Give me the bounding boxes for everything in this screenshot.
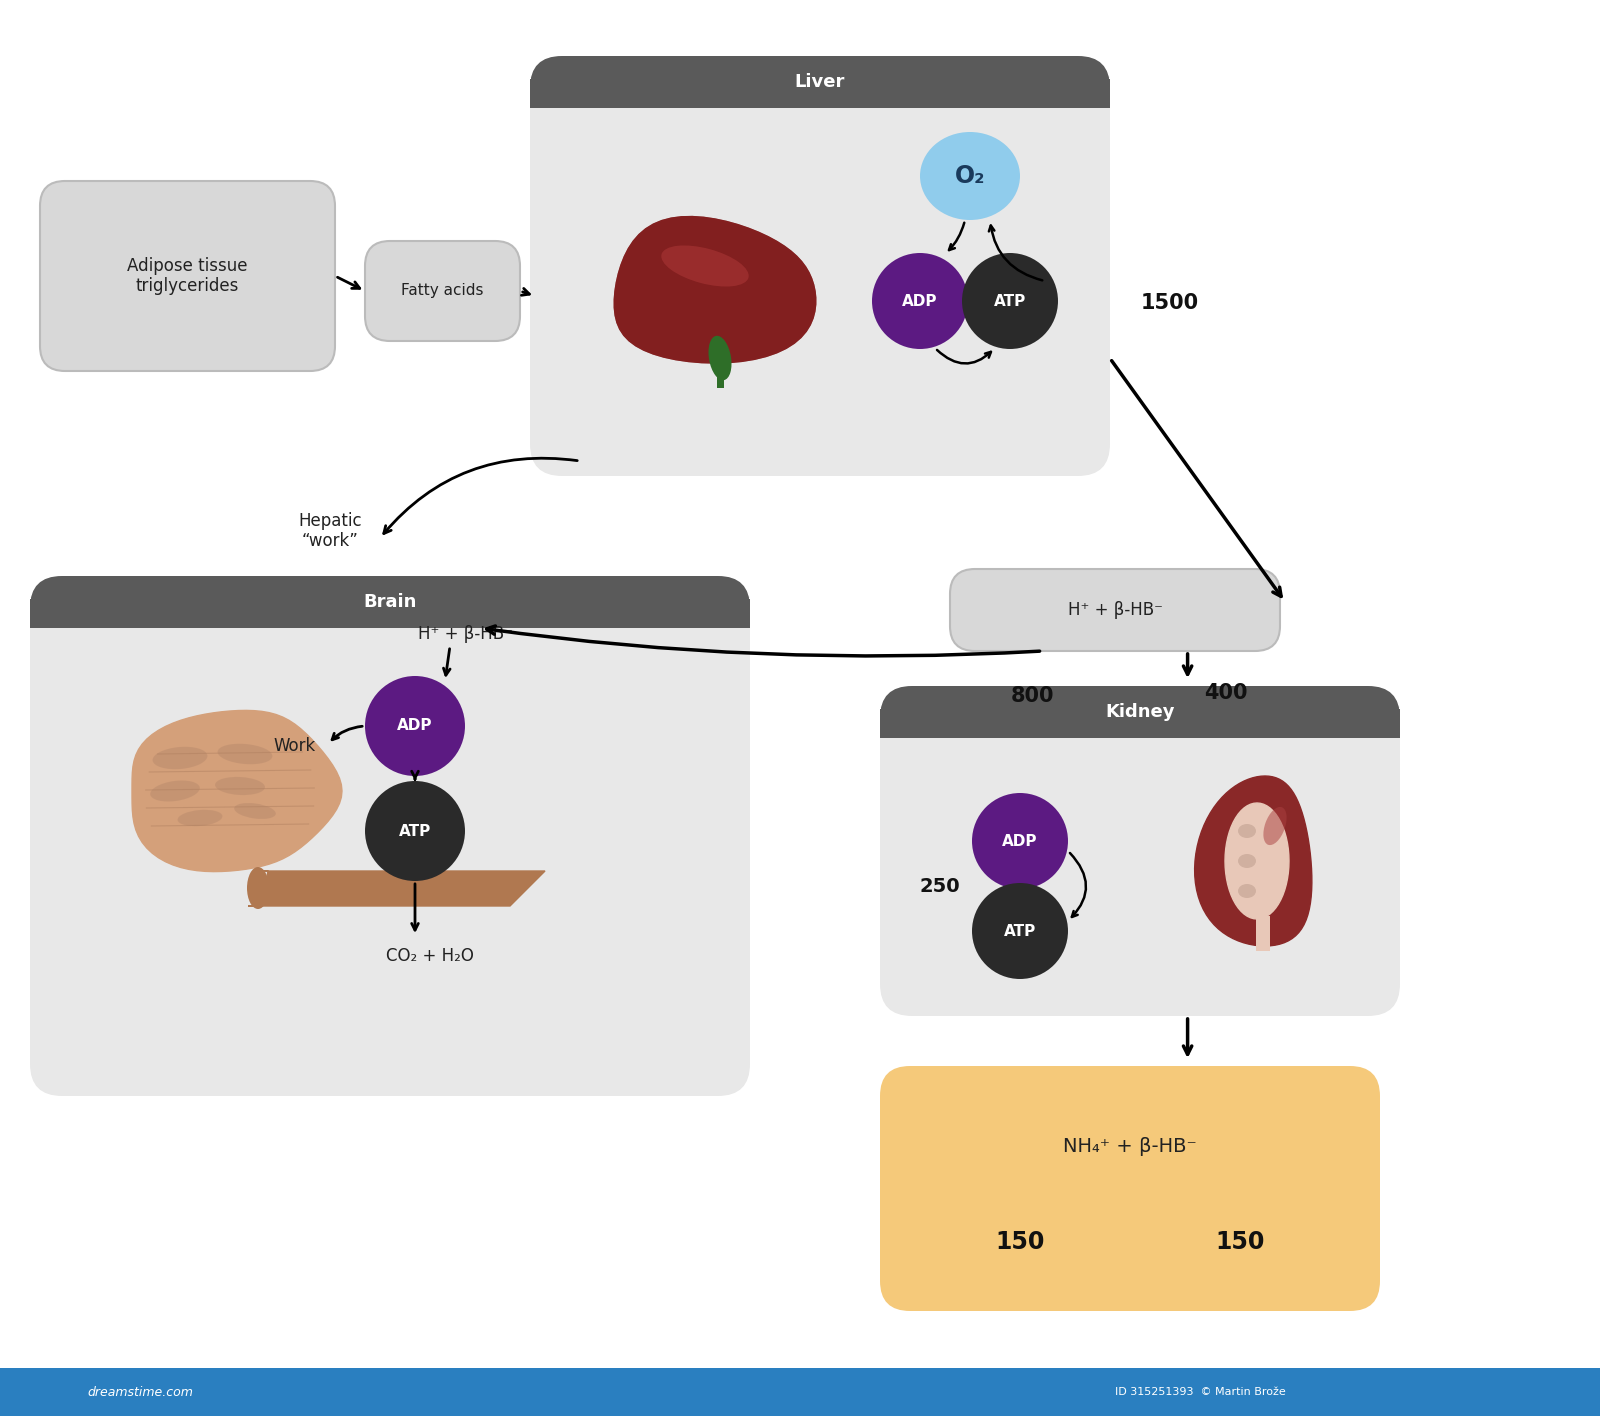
Text: 250: 250	[920, 877, 960, 895]
Bar	[530, 79, 1110, 108]
Ellipse shape	[709, 336, 731, 381]
FancyBboxPatch shape	[530, 57, 1110, 476]
Text: Kidney: Kidney	[1106, 702, 1174, 721]
Text: ID 315251393  © Martin Brože: ID 315251393 © Martin Brože	[1115, 1388, 1285, 1398]
Text: ATP: ATP	[1003, 923, 1037, 939]
FancyBboxPatch shape	[30, 576, 750, 1096]
Text: ADP: ADP	[397, 718, 432, 733]
Ellipse shape	[1238, 884, 1256, 898]
Text: Liver: Liver	[795, 74, 845, 91]
Polygon shape	[248, 871, 546, 906]
Circle shape	[962, 253, 1058, 348]
Bar	[0, 1368, 1600, 1416]
Ellipse shape	[661, 245, 749, 286]
Ellipse shape	[178, 810, 222, 826]
Ellipse shape	[1264, 807, 1286, 845]
Circle shape	[872, 253, 968, 348]
FancyBboxPatch shape	[950, 569, 1280, 651]
Text: H⁺ + β-HB⁻: H⁺ + β-HB⁻	[1067, 600, 1163, 619]
FancyBboxPatch shape	[365, 241, 520, 341]
FancyBboxPatch shape	[880, 685, 1400, 738]
Circle shape	[971, 793, 1069, 889]
Text: ATP: ATP	[994, 293, 1026, 309]
Ellipse shape	[234, 803, 275, 818]
Text: 150: 150	[995, 1231, 1045, 1255]
Polygon shape	[1195, 776, 1312, 946]
Polygon shape	[614, 217, 816, 362]
Text: dreamstime.com: dreamstime.com	[86, 1385, 194, 1399]
Bar	[880, 709, 1400, 738]
Circle shape	[365, 675, 466, 776]
Polygon shape	[1226, 803, 1290, 919]
Text: 400: 400	[1203, 683, 1248, 702]
Text: Adipose tissue
triglycerides: Adipose tissue triglycerides	[126, 256, 248, 296]
Text: ADP: ADP	[902, 293, 938, 309]
FancyBboxPatch shape	[880, 1066, 1379, 1311]
Text: ADP: ADP	[1002, 834, 1038, 848]
FancyBboxPatch shape	[30, 576, 750, 629]
Text: O₂: O₂	[955, 164, 986, 188]
Ellipse shape	[246, 867, 269, 909]
Ellipse shape	[150, 780, 200, 801]
Ellipse shape	[1238, 824, 1256, 838]
Bar	[1256, 916, 1270, 952]
Text: CO₂ + H₂O: CO₂ + H₂O	[386, 947, 474, 964]
Ellipse shape	[152, 746, 208, 769]
Polygon shape	[131, 711, 342, 872]
Ellipse shape	[920, 132, 1021, 219]
Ellipse shape	[214, 777, 266, 794]
Ellipse shape	[218, 743, 272, 765]
Text: Work: Work	[274, 736, 317, 755]
Text: 800: 800	[1011, 685, 1054, 707]
Text: H⁺ + β-HB⁻: H⁺ + β-HB⁻	[418, 624, 512, 643]
Circle shape	[971, 884, 1069, 978]
Ellipse shape	[1238, 854, 1256, 868]
Text: Brain: Brain	[363, 593, 416, 610]
Text: 1500: 1500	[1141, 293, 1198, 313]
Text: ATP: ATP	[398, 824, 430, 838]
Polygon shape	[614, 217, 816, 362]
Bar	[717, 358, 723, 388]
Circle shape	[365, 782, 466, 881]
Text: Hepatic
“work”: Hepatic “work”	[298, 511, 362, 551]
Text: Fatty acids: Fatty acids	[400, 283, 483, 299]
FancyBboxPatch shape	[40, 181, 334, 371]
FancyBboxPatch shape	[530, 57, 1110, 108]
Text: NH₄⁺ + β-HB⁻: NH₄⁺ + β-HB⁻	[1062, 1137, 1197, 1157]
Bar	[30, 599, 750, 629]
FancyBboxPatch shape	[880, 685, 1400, 1017]
Text: 150: 150	[1216, 1231, 1264, 1255]
